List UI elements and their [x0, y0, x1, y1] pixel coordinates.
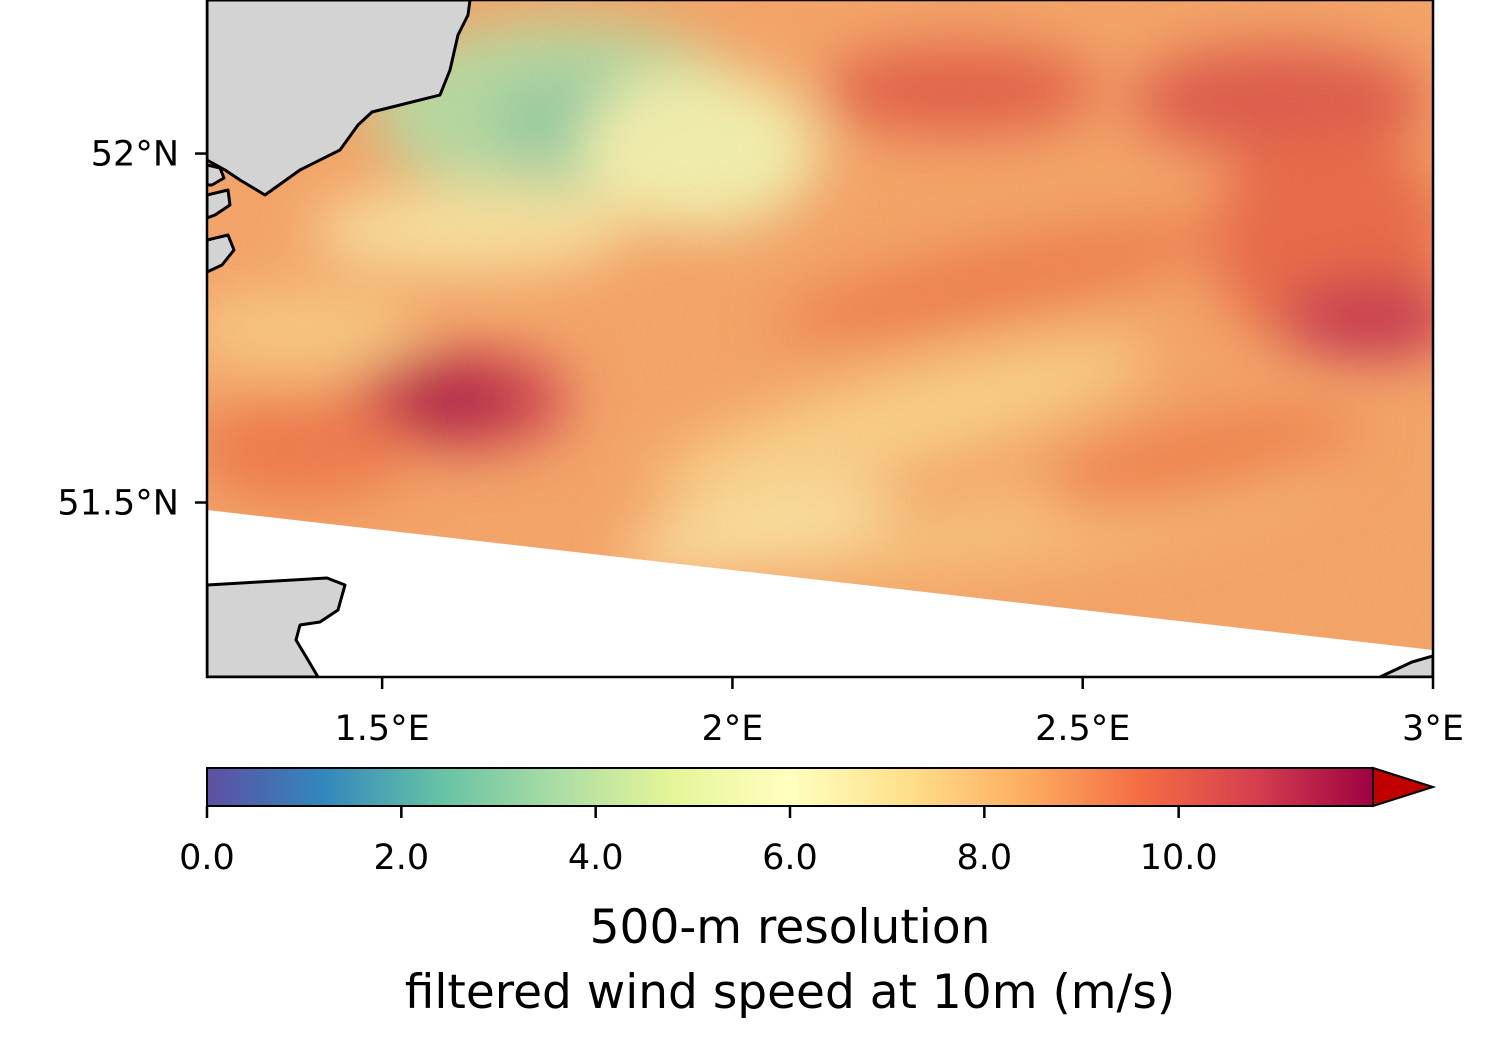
- land-uk-peninsula: [207, 163, 226, 187]
- colorbar-tick-label: 10.0: [1140, 838, 1218, 878]
- lon-tick-label: 2.5°E: [1035, 709, 1130, 749]
- colorbar-tick-label: 0.0: [179, 838, 235, 878]
- colorbar-tick-label: 2.0: [373, 838, 429, 878]
- land-uk-peninsula-3: [207, 233, 236, 274]
- land-kent-coast: [207, 576, 347, 677]
- colorbar-extend-max-triangle: [1372, 766, 1437, 808]
- lon-tick-label: 3°E: [1402, 709, 1464, 749]
- wind-speed-field: [207, 0, 1433, 650]
- colorbar-tick-label: 8.0: [956, 838, 1012, 878]
- colorbar-label-line1: 500-m resolution: [590, 900, 991, 955]
- colorbar-tick-label: 6.0: [762, 838, 818, 878]
- colorbar-ramp: [207, 768, 1373, 806]
- lon-tick-label: 1.5°E: [335, 709, 430, 749]
- map-frame: [205, 0, 1435, 679]
- land-uk-peninsula-2: [207, 188, 232, 220]
- lat-tick-label: 52°N: [91, 135, 179, 175]
- colorbar: 0.0 2.0 4.0 6.0 8.0 10.0 500-m resolution fil…: [179, 766, 1437, 1020]
- latitude-axis: 52°N 51.5°N: [57, 135, 207, 524]
- colorbar-tick-label: 4.0: [568, 838, 624, 878]
- lon-tick-label: 2°E: [701, 709, 763, 749]
- longitude-axis: 1.5°E 2°E 2.5°E 3°E: [335, 677, 1464, 749]
- land-uk-coast: [207, 0, 472, 197]
- lat-tick-label: 51.5°N: [57, 484, 179, 524]
- map-panel: [207, 0, 1433, 677]
- land-continent-corner: [1378, 654, 1433, 677]
- colorbar-label-line2: filtered wind speed at 10m (m/s): [405, 965, 1175, 1020]
- land-masses: [207, 0, 1433, 677]
- colorbar-ticks: 0.0 2.0 4.0 6.0 8.0 10.0: [179, 806, 1218, 878]
